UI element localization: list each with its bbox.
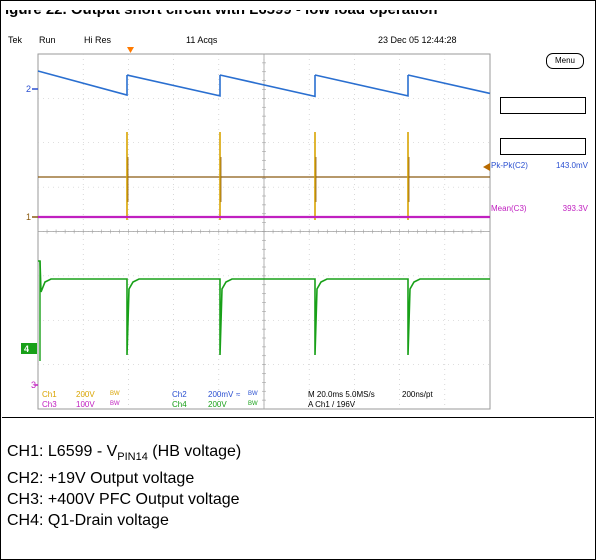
measurement-box-2[interactable] [500, 138, 586, 155]
legend-ch1-prefix: CH1: L6599 - V [7, 443, 118, 460]
ch2-scale: 200mV [208, 390, 234, 399]
ch1-marker-label: 1 [26, 212, 31, 222]
scope-datetime: 23 Dec 05 12:44:28 [378, 35, 457, 45]
ch2-marker-label: 2 [26, 84, 31, 94]
oscilloscope-screen: Tek Run Hi Res 11 Acqs 23 Dec 05 12:44:2… [2, 17, 594, 418]
scope-brand: Tek [8, 35, 23, 45]
legend-ch1-suffix: (HB voltage) [147, 443, 242, 460]
ch3-bw: BW [110, 401, 120, 407]
legend-ch4: CH4: Q1-Drain voltage [7, 512, 169, 529]
legend-ch1-subscript: PIN14 [117, 451, 148, 463]
measurement-label-mean: Mean(C3) [491, 204, 527, 213]
graticule [37, 53, 491, 410]
ch4-bw: BW [248, 401, 258, 407]
menu-button[interactable]: Menu [546, 53, 584, 69]
measurement-label-pkpk: Pk-Pk(C2) [491, 161, 528, 170]
points-readout: 200ns/pt [402, 390, 433, 399]
ch2-coupling: ≈ [236, 390, 241, 399]
measurement-box-1[interactable] [500, 97, 586, 114]
ch4-label: Ch4 [172, 400, 187, 409]
legend-ch2: CH2: +19V Output voltage [7, 470, 195, 487]
channel-legend: CH1: L6599 - VPIN14 (HB voltage) CH2: +1… [7, 441, 241, 531]
ch4-scale: 200V [208, 400, 227, 409]
measurement-value-mean: 393.3V [562, 204, 588, 213]
legend-ch3: CH3: +400V PFC Output voltage [7, 491, 240, 508]
ch1-bw: BW [110, 391, 120, 397]
ch4-marker-label: 4 [24, 344, 29, 354]
ch1-scale: 200V [76, 390, 95, 399]
scope-acq-count: 11 Acqs [186, 35, 218, 45]
ch4-trace [38, 260, 490, 356]
ch3-scale: 100V [76, 400, 95, 409]
ch2-marker: 2 [26, 84, 38, 94]
ch3-marker: 3 [31, 380, 38, 390]
ch2-trace [37, 70, 491, 98]
trigger-level-marker [483, 163, 490, 171]
waveform-display: 2 1 4 3 [21, 47, 491, 410]
ch1-label: Ch1 [42, 390, 57, 399]
ch3-marker-label: 3 [31, 380, 36, 390]
scope-acq-mode: Hi Res [84, 35, 112, 45]
ch2-label: Ch2 [172, 390, 187, 399]
legend-ch1: CH1: L6599 - VPIN14 (HB voltage) [7, 441, 241, 468]
ch4-marker: 4 [21, 343, 37, 354]
ch3-label: Ch3 [42, 400, 57, 409]
trigger-position-marker [127, 47, 134, 53]
trigger-readout: A Ch1 / 196V [308, 400, 356, 409]
ch2-bw: BW [248, 391, 258, 397]
ch1-marker: 1 [26, 212, 38, 222]
figure-caption: igure 22. Output short circuit with L659… [5, 1, 438, 18]
timebase-readout: M 20.0ms 5.0MS/s [308, 390, 375, 399]
scope-run-state: Run [39, 35, 56, 45]
measurement-value-pkpk: 143.0mV [555, 161, 588, 170]
